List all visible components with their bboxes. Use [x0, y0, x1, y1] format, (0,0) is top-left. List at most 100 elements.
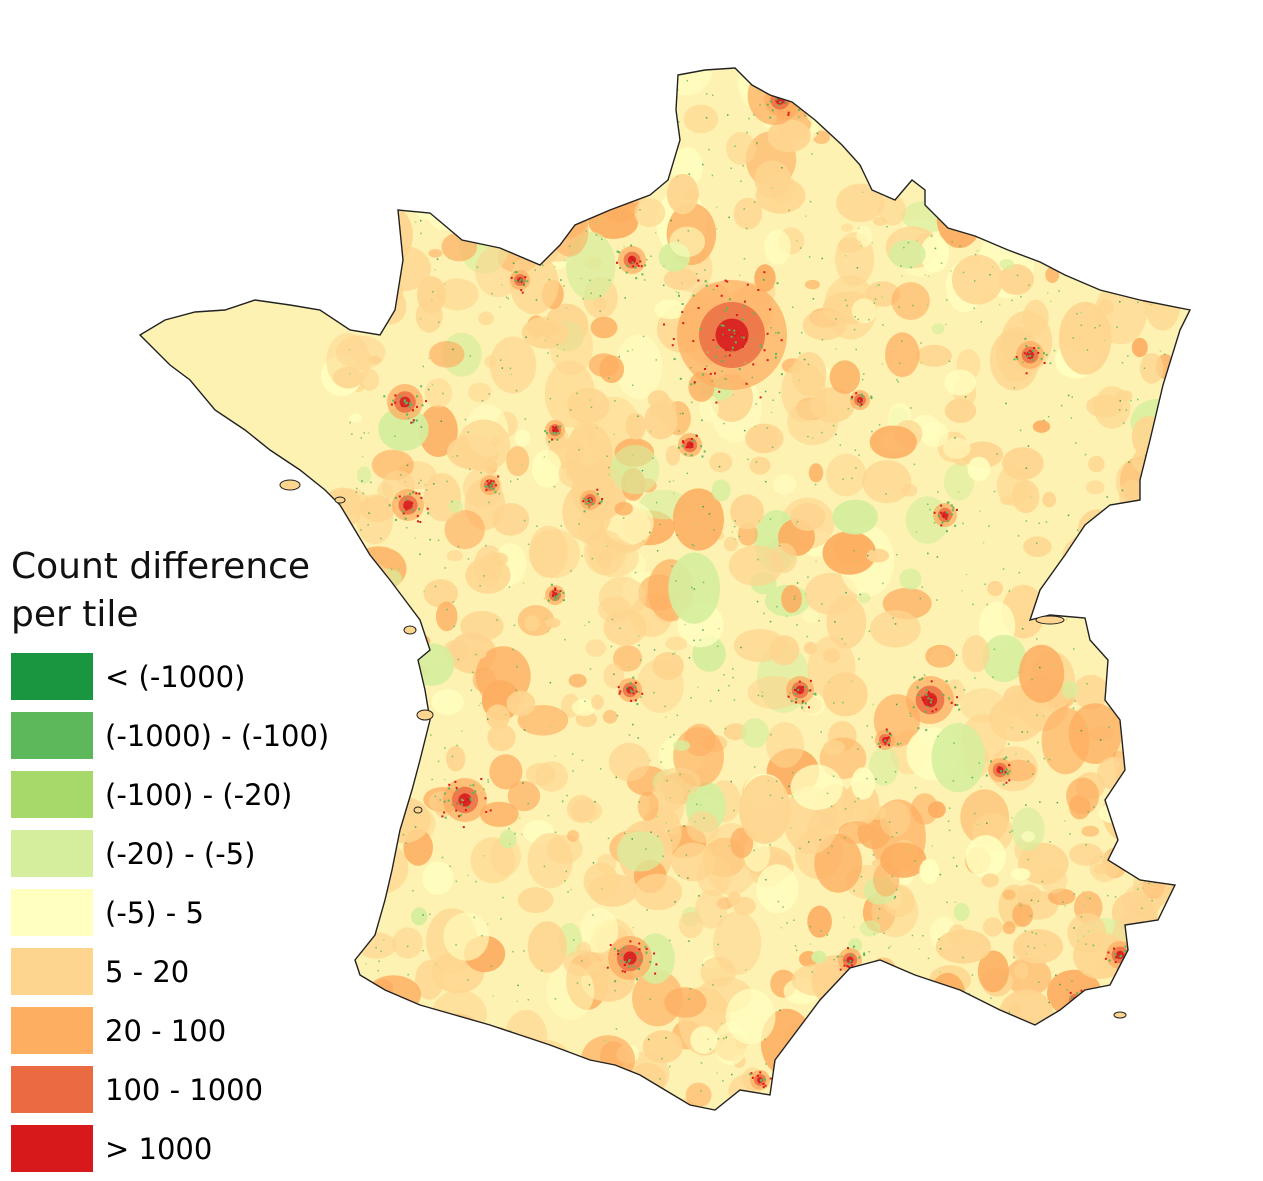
- tile-speck: [594, 113, 596, 116]
- tile-patch: [640, 1092, 657, 1105]
- tile-speck: [636, 952, 639, 955]
- tile-speck: [1108, 959, 1111, 962]
- tile-speck: [1159, 350, 1162, 352]
- tile-speck: [772, 1082, 775, 1085]
- tile-patch: [1142, 975, 1163, 994]
- tile-speck: [671, 344, 674, 347]
- tile-speck: [414, 221, 417, 223]
- tile-patch: [355, 841, 409, 894]
- tile-patch: [781, 584, 802, 613]
- tile-speck: [895, 831, 898, 834]
- tile-speck: [1151, 707, 1153, 709]
- tile-speck: [1181, 820, 1184, 822]
- tile-patch: [885, 332, 920, 378]
- tile-speck: [937, 491, 939, 493]
- tile-speck: [484, 485, 487, 488]
- tile-speck: [733, 525, 736, 528]
- tile-speck: [505, 296, 508, 299]
- tile-speck: [742, 345, 744, 348]
- tile-patch: [654, 299, 686, 320]
- tile-speck: [547, 599, 550, 602]
- tile-patch: [829, 360, 861, 394]
- tile-speck: [1152, 233, 1154, 235]
- tile-speck: [648, 1038, 650, 1041]
- tile-patch: [1066, 777, 1100, 815]
- tile-speck: [495, 484, 498, 487]
- tile-speck: [690, 438, 693, 440]
- tile-patch: [961, 68, 991, 81]
- tile-speck: [1144, 145, 1147, 148]
- tile-speck: [1005, 781, 1008, 784]
- tile-speck: [448, 787, 451, 790]
- tile-speck: [414, 826, 417, 828]
- tile-speck: [692, 294, 695, 297]
- tile-speck: [796, 582, 799, 584]
- tile-speck: [383, 209, 385, 211]
- tile-speck: [871, 430, 873, 433]
- tile-patch: [1186, 644, 1190, 667]
- tile-patch: [1011, 807, 1045, 852]
- tile-speck: [480, 702, 482, 704]
- tile-speck: [378, 960, 380, 962]
- tile-speck: [521, 291, 524, 294]
- tile-speck: [1039, 801, 1041, 803]
- urban-hotspot: [1069, 994, 1081, 1006]
- tile-speck: [629, 171, 632, 174]
- tile-speck: [507, 297, 509, 300]
- tile-speck: [711, 174, 714, 177]
- tile-speck: [927, 705, 929, 708]
- tile-speck: [1112, 615, 1114, 617]
- tile-patch: [1145, 738, 1180, 770]
- tile-speck: [718, 390, 721, 393]
- tile-speck: [601, 168, 603, 171]
- tile-speck: [525, 75, 527, 77]
- tile-patch: [1171, 170, 1190, 187]
- tile-patch: [769, 635, 800, 666]
- tile-speck: [1005, 756, 1008, 759]
- tile-speck: [772, 1080, 775, 1083]
- tile-speck: [930, 680, 933, 683]
- tile-speck: [1072, 707, 1075, 709]
- tile-patch: [1122, 881, 1177, 919]
- tile-speck: [388, 89, 391, 92]
- tile-speck: [364, 107, 367, 109]
- tile-speck: [728, 354, 731, 357]
- tile-speck: [821, 257, 823, 260]
- tile-speck: [1059, 192, 1062, 194]
- tile-speck: [406, 464, 409, 467]
- tile-speck: [1153, 976, 1156, 979]
- tile-speck: [958, 186, 960, 189]
- tile-speck: [553, 429, 556, 432]
- tile-speck: [1038, 981, 1040, 983]
- tile-speck: [411, 491, 414, 494]
- tile-speck: [402, 512, 405, 515]
- tile-patch: [807, 905, 832, 938]
- tile-speck: [427, 388, 430, 391]
- tile-speck: [446, 480, 448, 483]
- tile-speck: [395, 200, 398, 203]
- tile-patch: [1159, 616, 1190, 682]
- tile-speck: [1096, 1088, 1099, 1090]
- tile-speck: [1104, 957, 1107, 960]
- tile-patch: [937, 1059, 990, 1101]
- tile-speck: [1037, 347, 1040, 350]
- tile-patch: [570, 1093, 622, 1110]
- tile-speck: [850, 397, 853, 400]
- tile-speck: [1180, 132, 1183, 134]
- tile-speck: [542, 264, 544, 267]
- tile-speck: [467, 979, 469, 981]
- tile-speck: [1011, 727, 1014, 729]
- tile-speck: [974, 812, 976, 815]
- tile-speck: [1192, 984, 1194, 986]
- tile-speck: [809, 689, 812, 692]
- tile-speck: [480, 778, 483, 780]
- tile-patch: [557, 68, 575, 73]
- tile-speck: [585, 230, 587, 232]
- island: [413, 806, 423, 814]
- tile-patch: [1086, 1059, 1114, 1091]
- tile-speck: [1077, 140, 1080, 142]
- tile-speck: [487, 718, 489, 720]
- tile-patch: [1061, 680, 1079, 700]
- tile-speck: [1135, 993, 1138, 995]
- tile-speck: [731, 531, 734, 533]
